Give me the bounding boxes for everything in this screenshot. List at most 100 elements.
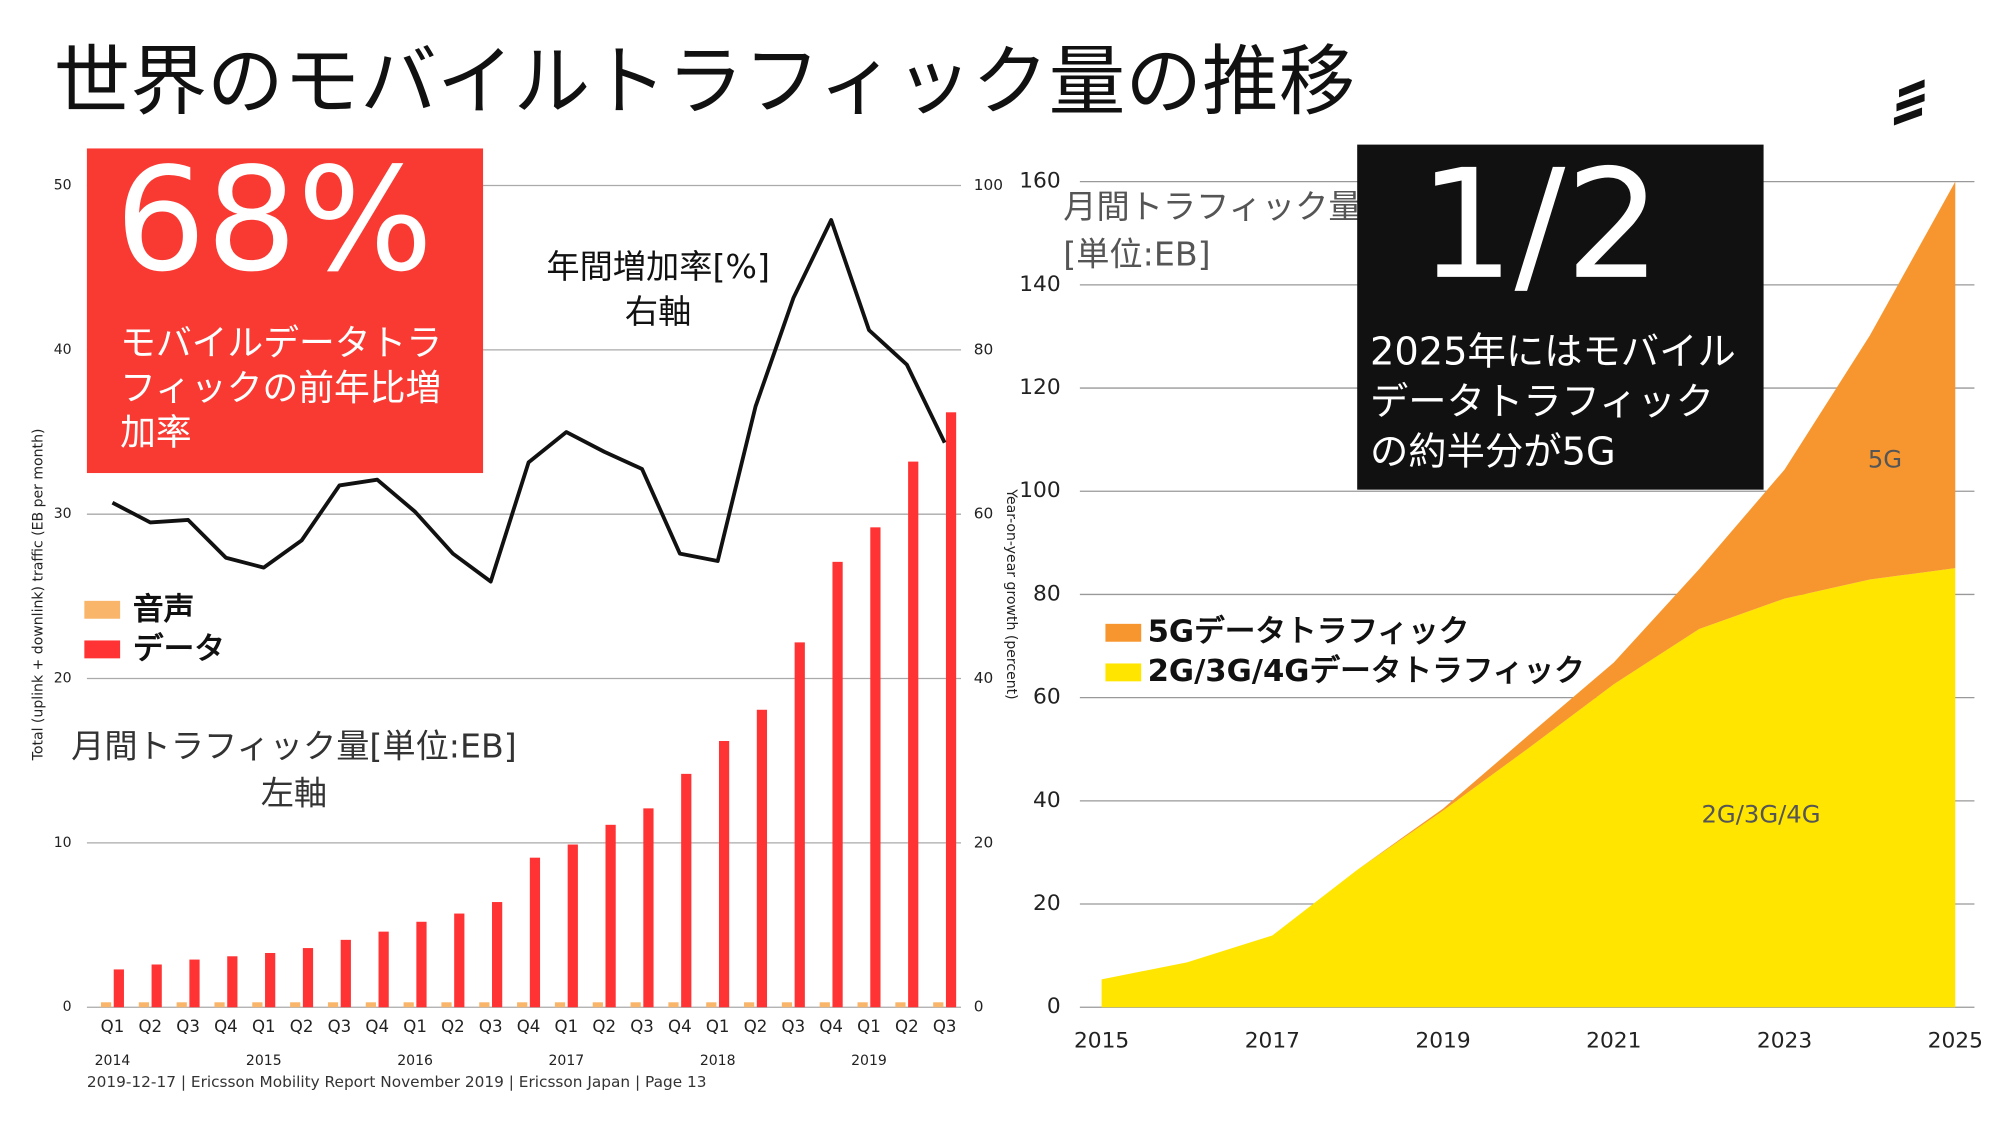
bar xyxy=(517,1002,528,1008)
x-tick-label: Q2 xyxy=(138,1017,162,1036)
x-tick-label: Q1 xyxy=(706,1017,730,1036)
bar xyxy=(327,1002,339,1008)
bar xyxy=(567,844,578,1008)
footer: 2019-12-17 | Ericsson Mobility Report No… xyxy=(87,1073,707,1091)
x-tick-label: Q4 xyxy=(365,1017,389,1036)
bar xyxy=(832,561,843,1008)
y-tick-label: 0 xyxy=(63,999,72,1015)
x-group-label: 2015 xyxy=(246,1053,282,1069)
x-tick-label: Q3 xyxy=(782,1017,806,1036)
y-tick-label: 120 xyxy=(1019,375,1060,400)
y2-tick-label: 80 xyxy=(974,340,994,358)
bar xyxy=(933,1002,944,1008)
legend-swatch xyxy=(1105,663,1142,682)
y2-tick-label: 40 xyxy=(974,669,994,687)
x-tick-label: Q3 xyxy=(479,1017,503,1036)
y-tick-label: 20 xyxy=(54,671,72,687)
x-tick-label: 2017 xyxy=(1245,1029,1300,1054)
x-tick-label: 2015 xyxy=(1074,1029,1129,1054)
x-group-label: 2016 xyxy=(397,1053,433,1069)
x-tick-label: Q3 xyxy=(176,1017,200,1036)
bar xyxy=(151,964,162,1008)
bar xyxy=(895,1002,906,1008)
callout-box xyxy=(1357,144,1764,490)
x-tick-label: Q1 xyxy=(857,1017,881,1036)
y-tick-label: 40 xyxy=(54,342,72,358)
x-tick-label: 2019 xyxy=(1415,1029,1470,1054)
x-tick-label: Q4 xyxy=(517,1017,541,1036)
bar xyxy=(554,1002,566,1008)
bar xyxy=(378,931,389,1008)
y2-tick-label: 100 xyxy=(974,176,1003,194)
bar xyxy=(441,1002,452,1008)
callout-headline: 1/2 xyxy=(1419,137,1662,313)
bar xyxy=(945,412,957,1008)
annotation-line: データトラフィック xyxy=(1370,380,1714,425)
x-group-label: 2018 xyxy=(700,1053,736,1069)
x-tick-label: Q4 xyxy=(668,1017,692,1036)
bar xyxy=(454,913,465,1008)
bar xyxy=(756,709,768,1008)
x-group-label: 2014 xyxy=(95,1053,131,1069)
bar xyxy=(706,1002,717,1008)
y-tick-label: 160 xyxy=(1019,169,1060,194)
bar xyxy=(605,824,616,1008)
annotation-line: モバイルデータトラ xyxy=(120,323,442,364)
bar xyxy=(908,461,919,1008)
legend-label: データ xyxy=(133,631,225,667)
bar xyxy=(718,740,730,1008)
x-tick-label: Q2 xyxy=(592,1017,616,1036)
bar xyxy=(176,1002,187,1008)
annotation-line: 年間増加率[%] xyxy=(546,247,770,286)
bar xyxy=(252,1002,263,1008)
y-tick-label: 80 xyxy=(1033,581,1061,606)
logo xyxy=(1893,79,1925,126)
bar xyxy=(643,808,654,1008)
y-tick-label: 140 xyxy=(1019,272,1060,297)
x-group-label: 2017 xyxy=(549,1053,585,1069)
logo-bar xyxy=(1893,107,1923,126)
bar xyxy=(403,1002,414,1008)
bar xyxy=(744,1002,755,1008)
annotation-line: 月間トラフィック量[単位:EB] xyxy=(71,726,517,765)
annotation-line: 2025年にはモバイル xyxy=(1370,330,1736,375)
y-tick-label: 10 xyxy=(54,835,72,851)
x-tick-label: Q2 xyxy=(441,1017,465,1036)
x-tick-label: Q4 xyxy=(819,1017,843,1036)
x-tick-label: Q3 xyxy=(328,1017,352,1036)
legend-swatch xyxy=(84,600,121,619)
bar xyxy=(416,921,427,1008)
y2-tick-label: 20 xyxy=(974,833,994,851)
area-label: 5G xyxy=(1868,444,1902,473)
x-tick-label: 2023 xyxy=(1757,1029,1812,1054)
annotation-line: 右軸 xyxy=(625,292,691,331)
bar xyxy=(138,1002,150,1008)
y-tick-label: 20 xyxy=(1033,891,1061,916)
logo-bar xyxy=(1896,93,1925,112)
bar xyxy=(479,1002,490,1008)
bar xyxy=(113,969,124,1008)
x-tick-label: Q1 xyxy=(101,1017,125,1036)
legend-swatch xyxy=(1105,623,1142,642)
x-tick-label: Q4 xyxy=(214,1017,238,1036)
legend-label: 5Gデータトラフィック xyxy=(1148,613,1470,649)
legend-swatch xyxy=(84,640,121,659)
x-tick-label: Q3 xyxy=(933,1017,957,1036)
y-tick-label: 0 xyxy=(1047,994,1061,1019)
x-tick-label: 2021 xyxy=(1586,1029,1641,1054)
y-tick-label: 60 xyxy=(1033,685,1061,710)
x-group-label: 2019 xyxy=(851,1053,887,1069)
x-tick-label: Q1 xyxy=(252,1017,276,1036)
bar xyxy=(592,1002,603,1008)
bar xyxy=(365,1002,376,1008)
y2-tick-label: 60 xyxy=(974,505,994,523)
bar xyxy=(189,959,200,1008)
bar xyxy=(214,1002,225,1008)
bar xyxy=(781,1002,793,1008)
x-tick-label: Q2 xyxy=(744,1017,768,1036)
y-tick-label: 100 xyxy=(1019,478,1060,503)
bar xyxy=(290,1002,301,1008)
bar xyxy=(302,948,314,1008)
